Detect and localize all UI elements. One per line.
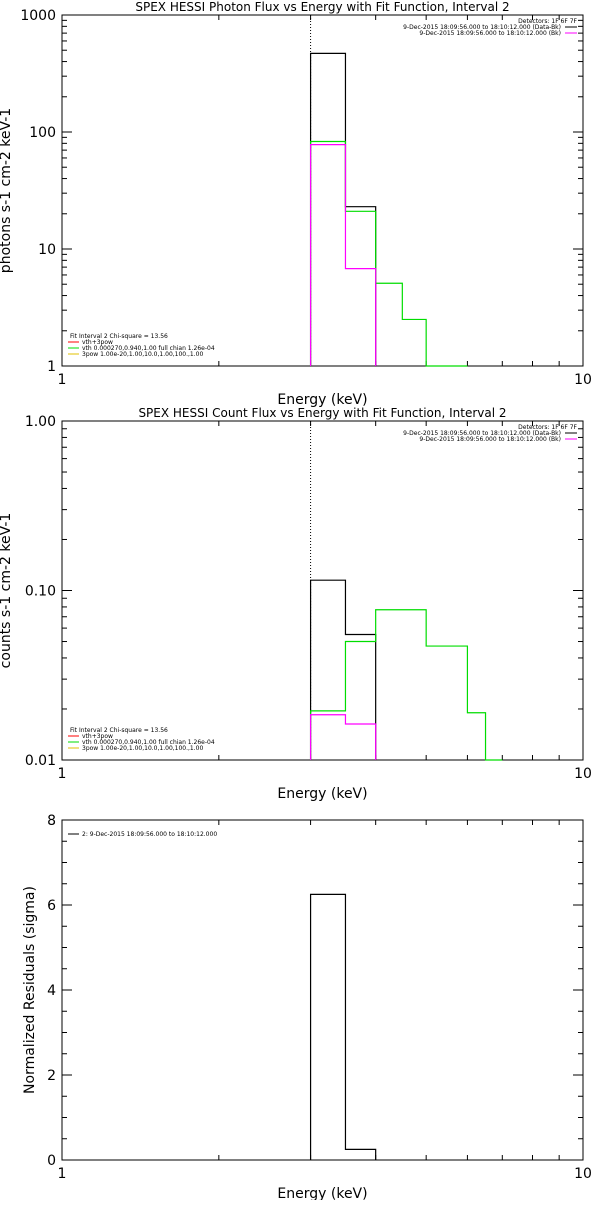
y-tick-label: 4 <box>47 983 56 999</box>
x-tick-label: 10 <box>574 1166 592 1182</box>
y-tick-label: 0.01 <box>25 753 56 769</box>
x-tick-label: 10 <box>574 766 592 782</box>
y-tick-label: 10 <box>38 242 56 258</box>
chart-title: SPEX HESSI Photon Flux vs Energy with Fi… <box>135 0 509 14</box>
legend-text: vth+3pow <box>82 733 113 740</box>
x-axis-label: Energy (keV) <box>277 1186 367 1200</box>
legend-text: vth+3pow <box>82 339 113 346</box>
header-text: 9-Dec-2015 18:09:56.000 to 18:10:12.000 … <box>419 30 561 37</box>
x-axis-label: Energy (keV) <box>277 786 367 802</box>
y-tick-label: 0 <box>47 1153 56 1169</box>
x-axis-label: Energy (keV) <box>277 392 367 408</box>
legend-text: 3pow 1.00e-20,1.00,10.0,1.00,100.,1.00 <box>82 745 203 752</box>
chart-panel-1: SPEX HESSI Photon Flux vs Energy with Fi… <box>0 0 592 408</box>
chart-panel-2: SPEX HESSI Count Flux vs Energy with Fit… <box>0 406 592 802</box>
x-tick-label: 1 <box>58 372 67 388</box>
chart-title: SPEX HESSI Count Flux vs Energy with Fit… <box>138 406 506 420</box>
y-tick-label: 2 <box>47 1068 56 1084</box>
x-tick-label: 1 <box>58 766 67 782</box>
y-tick-label: 8 <box>47 813 56 829</box>
y-tick-label: 1.00 <box>25 414 56 430</box>
y-tick-label: 0.10 <box>25 584 56 600</box>
plot-frame <box>61 819 584 1161</box>
y-tick-label: 6 <box>47 898 56 914</box>
series-3-histogram <box>309 144 377 366</box>
header-text: 9-Dec-2015 18:09:56.000 to 18:10:12.000 … <box>403 430 561 437</box>
header-text: 9-Dec-2015 18:09:56.000 to 18:10:12.000 … <box>403 24 561 31</box>
y-axis-label: Normalized Residuals (sigma) <box>22 886 38 1094</box>
legend-text: vth 0.000270,0.940,1.00 full chian 1.26e… <box>82 345 215 352</box>
series-2-histogram <box>309 609 503 761</box>
header-text: 9-Dec-2015 18:09:56.000 to 18:10:12.000 … <box>419 436 561 443</box>
y-tick-label: 1000 <box>20 8 56 24</box>
series-1-histogram <box>309 893 377 1160</box>
plot-frame <box>61 420 584 761</box>
y-axis-label: photons s-1 cm-2 keV-1 <box>0 108 14 273</box>
series-2-histogram <box>309 140 468 367</box>
legend-text: 2: 9-Dec-2015 18:09:56.000 to 18:10:12.0… <box>82 831 217 838</box>
y-axis-label: counts s-1 cm-2 keV-1 <box>0 513 14 669</box>
header-text: Detectors: 1F 6F 7F <box>518 18 577 25</box>
series-1-histogram <box>309 52 377 366</box>
legend-text: Fit Interval 2 Chi-square = 13.56 <box>70 727 168 734</box>
plot-frame <box>61 14 584 367</box>
y-tick-label: 100 <box>29 125 56 141</box>
series-3-histogram <box>309 714 377 760</box>
x-tick-label: 10 <box>574 372 592 388</box>
legend-text: 3pow 1.00e-20,1.00,10.0,1.00,100.,1.00 <box>82 351 203 358</box>
y-tick-label: 1 <box>47 359 56 375</box>
chart-panel-3: 1 10 0 2 4 6 8 Energy (keV) Normalized Residuals… <box>22 813 592 1202</box>
legend-text: vth 0.000270,0.940,1.00 full chian 1.26e… <box>82 739 215 746</box>
header-text: Detectors: 1F 6F 7F <box>518 424 577 431</box>
legend-text: Fit Interval 2 Chi-square = 13.56 <box>70 333 168 340</box>
series-1-histogram <box>309 579 377 760</box>
x-tick-label: 1 <box>58 1166 67 1182</box>
